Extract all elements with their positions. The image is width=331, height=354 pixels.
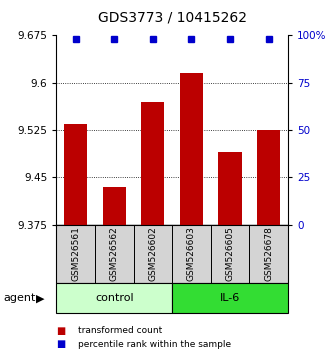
Bar	[172, 225, 211, 283]
Bar	[180, 73, 203, 225]
Text: transformed count: transformed count	[78, 326, 162, 336]
Text: GSM526603: GSM526603	[187, 227, 196, 281]
Text: GSM526562: GSM526562	[110, 227, 119, 281]
Text: GDS3773 / 10415262: GDS3773 / 10415262	[98, 11, 247, 25]
Text: GSM526678: GSM526678	[264, 227, 273, 281]
Text: IL-6: IL-6	[220, 293, 240, 303]
Bar	[172, 283, 288, 313]
Text: ■: ■	[56, 326, 66, 336]
Bar	[103, 187, 126, 225]
Text: agent: agent	[3, 293, 36, 303]
Bar	[249, 225, 288, 283]
Bar	[257, 130, 280, 225]
Bar	[141, 102, 165, 225]
Bar	[211, 225, 249, 283]
Text: ■: ■	[56, 339, 66, 349]
Bar	[218, 152, 242, 225]
Text: GSM526602: GSM526602	[148, 227, 157, 281]
Bar	[64, 124, 87, 225]
Text: control: control	[95, 293, 133, 303]
Bar	[95, 225, 133, 283]
Text: GSM526605: GSM526605	[225, 227, 235, 281]
Bar	[56, 225, 95, 283]
Text: GSM526561: GSM526561	[71, 227, 80, 281]
Text: ▶: ▶	[36, 293, 45, 303]
Bar	[133, 225, 172, 283]
Bar	[56, 283, 172, 313]
Text: percentile rank within the sample: percentile rank within the sample	[78, 339, 231, 349]
